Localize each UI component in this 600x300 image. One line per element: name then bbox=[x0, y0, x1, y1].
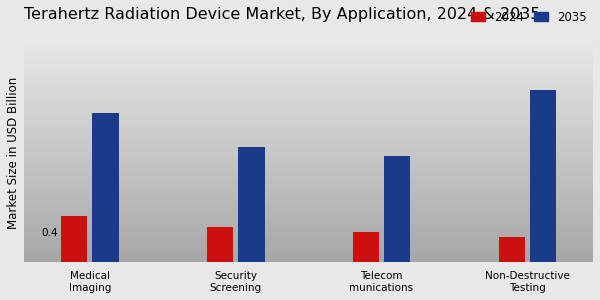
Bar bbox=[92, 113, 119, 262]
Bar bbox=[238, 147, 265, 262]
Bar bbox=[353, 232, 379, 262]
Bar bbox=[530, 90, 556, 262]
Bar bbox=[384, 156, 410, 262]
Y-axis label: Market Size in USD Billion: Market Size in USD Billion bbox=[7, 77, 20, 229]
Bar bbox=[499, 236, 525, 262]
Bar bbox=[61, 216, 87, 262]
Legend: 2024, 2035: 2024, 2035 bbox=[471, 11, 587, 24]
Text: Terahertz Radiation Device Market, By Application, 2024 & 2035: Terahertz Radiation Device Market, By Ap… bbox=[24, 7, 541, 22]
Text: 0.4: 0.4 bbox=[42, 228, 58, 238]
Bar bbox=[207, 227, 233, 262]
